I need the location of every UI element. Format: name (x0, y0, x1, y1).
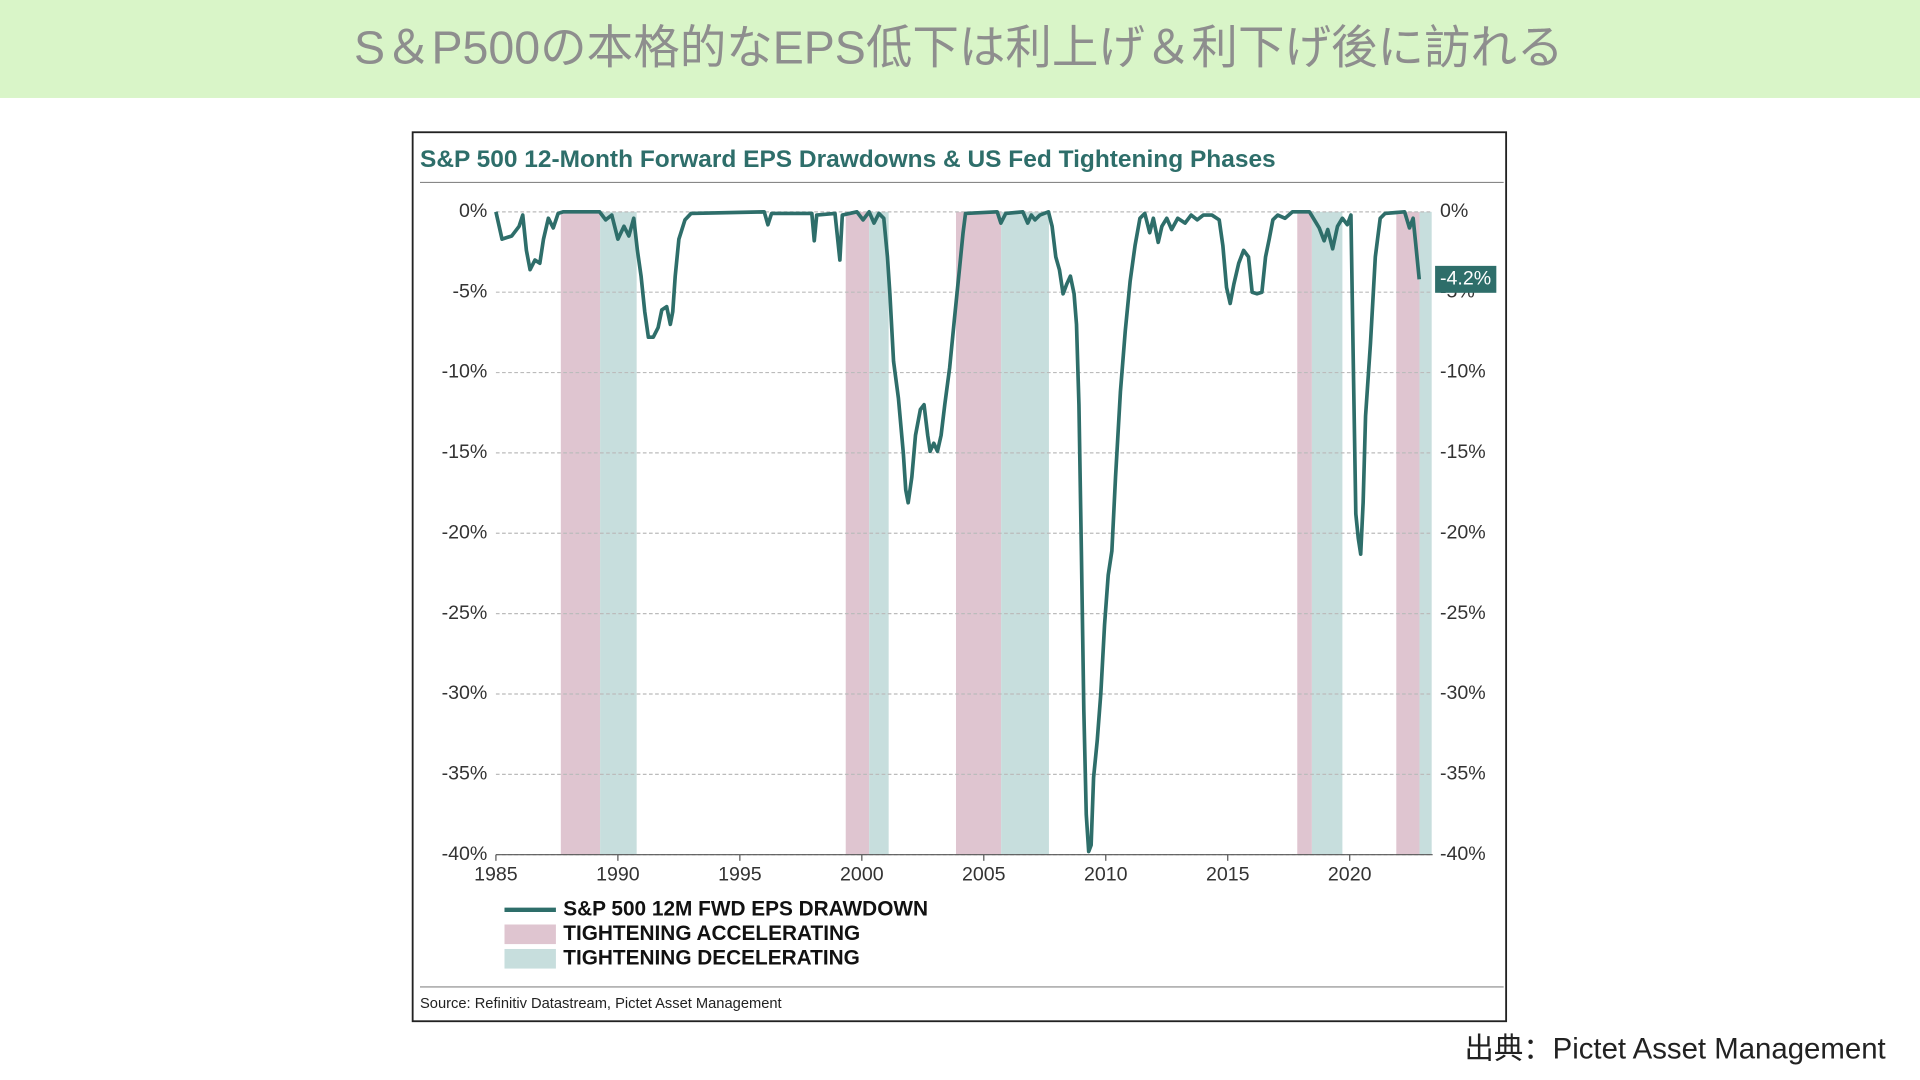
y2-tick-label: -20% (1440, 521, 1486, 543)
source: Source: Refinitiv Datastream, Pictet Ass… (420, 996, 782, 1012)
y2-tick-label: -15% (1440, 441, 1486, 463)
header-title: S＆P500の本格的なEPS低下は利上げ＆利下げ後に訪れる (354, 22, 1564, 74)
plot: 0%0%-5%-5%-10%-10%-15%-15%-20%-20%-25%-2… (442, 200, 1497, 969)
y-tick-label: -15% (442, 441, 488, 463)
y-tick-label: 0% (459, 200, 487, 222)
y2-tick-label: 0% (1440, 200, 1468, 222)
x-tick-label: 1985 (474, 864, 518, 886)
y-tick-label: -30% (442, 682, 488, 704)
y2-tick-label: -25% (1440, 602, 1486, 624)
y2-tick-label: -30% (1440, 682, 1486, 704)
band (560, 211, 601, 855)
legend-label: TIGHTENING DECELERATING (563, 946, 860, 969)
annotation-label: -4.2% (1440, 268, 1491, 290)
x-tick-label: 2020 (1328, 864, 1372, 886)
y-tick-label: -5% (453, 280, 488, 302)
y2-tick-label: -10% (1440, 361, 1486, 383)
series-line (494, 210, 1422, 854)
header-bar (0, 0, 1920, 98)
y2-tick-label: -35% (1440, 763, 1486, 785)
legend-label: S&P 500 12M FWD EPS DRAWDOWN (563, 897, 928, 920)
x-tick-label: 2000 (840, 864, 884, 886)
x-tick-label: 1995 (718, 864, 762, 886)
x-tick-label: 2005 (962, 864, 1006, 886)
y-tick-label: -10% (442, 361, 488, 383)
x-tick-label: 1990 (596, 864, 640, 886)
legend-label: TIGHTENING ACCELERATING (563, 922, 860, 945)
chart-title: S&P 500 12-Month Forward EPS Drawdowns &… (420, 146, 1276, 173)
x-tick-label: 2015 (1206, 864, 1250, 886)
footer: 出典：Pictet Asset Management (1464, 1032, 1885, 1065)
y2-tick-label: -40% (1440, 843, 1486, 865)
annotation-box (1435, 265, 1497, 293)
y-tick-label: -35% (442, 763, 488, 785)
legend-swatch (504, 948, 556, 969)
y-tick-label: -20% (442, 521, 488, 543)
y-tick-label: -25% (442, 602, 488, 624)
x-tick-label: 2010 (1084, 864, 1128, 886)
legend-swatch (504, 924, 556, 945)
y-tick-label: -40% (442, 843, 488, 865)
